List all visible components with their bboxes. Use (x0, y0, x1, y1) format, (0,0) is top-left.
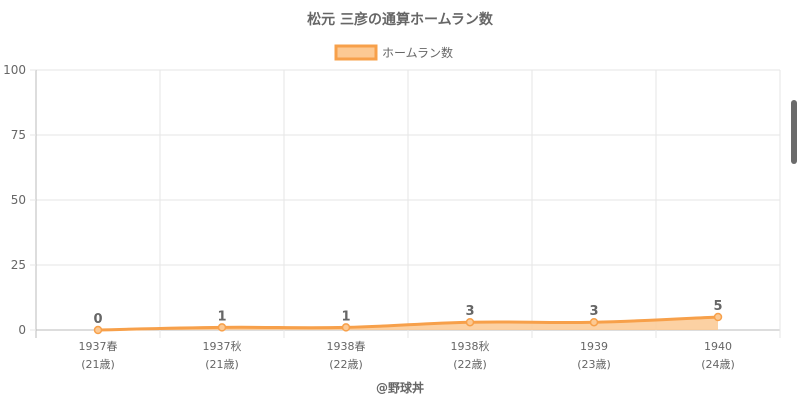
data-point[interactable] (93, 325, 103, 335)
legend-label: ホームラン数 (382, 45, 453, 60)
x-tick-label: 1939 (580, 340, 608, 353)
series-area (98, 317, 718, 330)
scrollbar[interactable] (791, 100, 797, 164)
data-label: 3 (589, 304, 598, 319)
legend[interactable]: ホームラン数 (334, 44, 453, 61)
legend-swatch (334, 44, 378, 61)
data-label: 3 (465, 304, 474, 319)
x-tick-label: (22歳) (329, 358, 363, 371)
x-tick-label: 1938秋 (451, 339, 490, 353)
data-labels: 0 1 1 3 3 5 (93, 299, 722, 327)
credit: @野球丼 (376, 380, 424, 395)
data-label: 5 (713, 299, 722, 314)
x-tick-label: 1940 (704, 340, 732, 353)
x-tick-label: (21歳) (81, 358, 115, 371)
data-point[interactable] (341, 323, 351, 332)
data-label: 0 (93, 312, 102, 327)
x-tick-label: (23歳) (577, 358, 611, 371)
data-point[interactable] (713, 312, 723, 322)
y-tick-label: 25 (11, 258, 26, 272)
y-axis: 0 25 50 75 100 (3, 63, 36, 337)
y-tick-label: 75 (11, 128, 26, 142)
x-tick-label: 1937秋 (203, 339, 242, 353)
data-label: 1 (341, 309, 350, 324)
x-tick-label: (24歳) (701, 358, 735, 371)
x-axis: 1937春 (21歳) 1937秋 (21歳) 1938春 (22歳) 1938秋 (22歳)… (79, 339, 735, 371)
data-point[interactable] (217, 323, 227, 332)
data-point[interactable] (589, 317, 599, 327)
y-tick-label: 100 (3, 63, 26, 77)
y-tick-label: 50 (11, 193, 26, 207)
x-tick-label: (21歳) (205, 358, 239, 371)
x-tick-label: 1937春 (79, 340, 118, 353)
x-tick-label: 1938春 (327, 340, 366, 353)
chart-title: 松元 三彦の通算ホームラン数 (307, 11, 494, 28)
grid (35, 69, 781, 338)
data-label: 1 (217, 309, 226, 324)
x-tick-label: (22歳) (453, 358, 487, 371)
series-line (97, 315, 719, 332)
y-tick-label: 0 (18, 323, 26, 337)
data-point[interactable] (465, 317, 475, 327)
series-points (93, 312, 723, 335)
